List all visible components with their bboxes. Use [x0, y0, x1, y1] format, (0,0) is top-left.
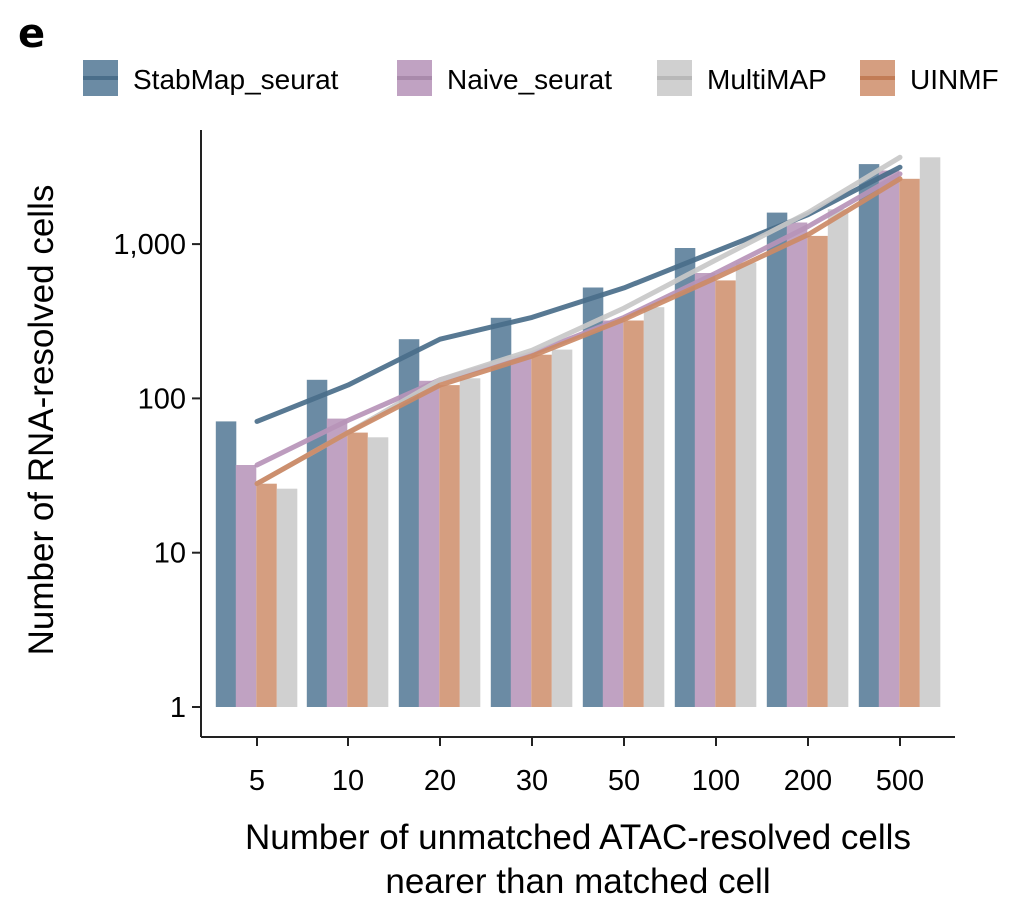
- bar-uinmf-5: [256, 483, 277, 707]
- legend-item-stabmap-seurat: StabMap_seurat: [83, 60, 339, 96]
- bar-stabmap-seurat-200: [766, 212, 788, 707]
- x-tick-label: 500: [876, 765, 924, 797]
- y-tick-label: 1,000: [113, 229, 186, 261]
- bar-stabmap-seurat-5: [215, 421, 237, 707]
- x-tick-label: 5: [249, 765, 265, 797]
- legend-item-multimap: MultiMAP: [657, 60, 827, 96]
- x-tick-label: 50: [608, 765, 640, 797]
- bars-layer: [215, 157, 941, 708]
- bar-stabmap-seurat-500: [858, 164, 880, 708]
- bar-stabmap-seurat-30: [490, 317, 512, 707]
- bar-multimap-10: [367, 437, 389, 707]
- bar-naive-seurat-50: [602, 320, 624, 707]
- bar-naive-seurat-5: [235, 465, 257, 707]
- bar-stabmap-seurat-100: [674, 248, 696, 707]
- bar-naive-seurat-200: [786, 222, 808, 707]
- bar-multimap-30: [551, 349, 573, 707]
- bar-uinmf-50: [623, 320, 644, 707]
- y-tick-label: 100: [138, 383, 186, 415]
- bar-uinmf-10: [347, 432, 368, 707]
- y-axis-label: Number of RNA-resolved cells: [22, 185, 61, 656]
- x-axis-label-line-2: nearer than matched cell: [385, 862, 770, 901]
- bar-naive-seurat-100: [694, 273, 716, 707]
- bar-naive-seurat-30: [510, 357, 532, 707]
- bar-uinmf-100: [715, 280, 736, 707]
- line-uinmf: [254, 176, 903, 487]
- x-ticks: 5 10 20 30 50 100 200 500: [249, 737, 924, 797]
- bar-stabmap-seurat-20: [398, 339, 420, 707]
- x-tick-label: 30: [516, 765, 548, 797]
- axes: [200, 130, 955, 738]
- y-tick-label: 10: [154, 538, 186, 570]
- bar-multimap-5: [276, 488, 298, 707]
- x-tick-label: 200: [784, 765, 832, 797]
- bar-stabmap-seurat-10: [306, 379, 328, 707]
- legend-item-naive-seurat: Naive_seurat: [397, 60, 612, 96]
- legend-label: MultiMAP: [707, 64, 827, 95]
- bar-multimap-50: [643, 307, 665, 707]
- y-ticks: 1 10 100 1,000: [113, 229, 201, 724]
- bar-stabmap-seurat-50: [582, 287, 604, 707]
- bar-multimap-500: [919, 157, 941, 708]
- x-axis-label-line-1: Number of unmatched ATAC-resolved cells: [245, 818, 911, 857]
- bar-multimap-200: [827, 209, 849, 708]
- bar-uinmf-500: [899, 178, 920, 708]
- legend-label: StabMap_seurat: [133, 64, 339, 95]
- lines-layer: [254, 154, 903, 487]
- bar-naive-seurat-10: [326, 418, 348, 707]
- panel-label: e: [18, 11, 45, 57]
- legend: StabMap_seurat Naive_seurat MultiMAP UINMF: [83, 60, 999, 96]
- bar-uinmf-200: [807, 235, 828, 707]
- bar-multimap-20: [459, 378, 481, 707]
- bar-naive-seurat-500: [878, 170, 900, 707]
- y-tick-label: 1: [170, 692, 186, 724]
- bar-multimap-100: [735, 262, 757, 707]
- x-tick-label: 100: [692, 765, 740, 797]
- x-tick-label: 20: [424, 765, 456, 797]
- legend-label: Naive_seurat: [447, 64, 612, 95]
- bar-uinmf-30: [531, 354, 552, 707]
- legend-item-uinmf: UINMF: [860, 60, 999, 96]
- bar-uinmf-20: [439, 385, 460, 707]
- bar-naive-seurat-20: [418, 380, 440, 707]
- legend-label: UINMF: [910, 64, 999, 95]
- x-tick-label: 10: [332, 765, 364, 797]
